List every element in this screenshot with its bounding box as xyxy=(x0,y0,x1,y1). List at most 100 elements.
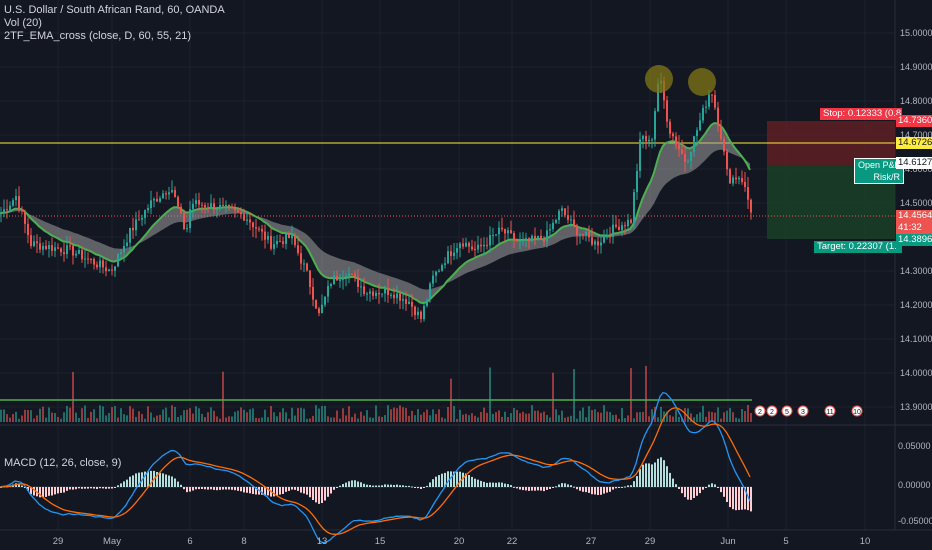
macd-histogram-bar xyxy=(309,487,311,498)
volume-bar xyxy=(267,417,269,422)
candle xyxy=(294,235,296,246)
candle xyxy=(210,203,212,208)
volume-bar xyxy=(237,410,239,422)
event-badge[interactable] xyxy=(754,405,766,417)
candle xyxy=(285,233,287,244)
macd-histogram-bar xyxy=(540,487,542,491)
macd-histogram-bar xyxy=(747,487,749,511)
candle xyxy=(726,151,728,170)
macd-histogram-bar xyxy=(174,478,176,487)
volume-bar xyxy=(159,414,161,422)
volume-bar xyxy=(51,412,53,422)
candle xyxy=(399,293,401,301)
symbol-title: U.S. Dollar / South African Rand, 60, OA… xyxy=(4,4,225,16)
candle xyxy=(393,294,395,299)
macd-histogram-bar xyxy=(492,482,494,487)
candle xyxy=(603,236,605,243)
event-badge[interactable] xyxy=(766,405,778,417)
macd-histogram-bar xyxy=(471,476,473,487)
volume-bar xyxy=(720,418,722,422)
volume-indicator-label[interactable]: Vol (20) xyxy=(4,17,42,29)
macd-histogram-bar xyxy=(570,485,572,487)
candle xyxy=(705,106,707,108)
macd-histogram-bar xyxy=(609,487,611,492)
volume-bar xyxy=(555,409,557,422)
candle xyxy=(681,149,683,155)
volume-bar xyxy=(612,415,614,422)
event-badge[interactable] xyxy=(851,405,863,417)
top-marker-circle[interactable] xyxy=(688,68,716,96)
volume-bar xyxy=(411,410,413,422)
candle xyxy=(552,222,554,230)
macd-histogram-bar xyxy=(360,482,362,487)
top-marker-circle[interactable] xyxy=(645,65,673,93)
volume-bar xyxy=(417,409,419,422)
open-pnl-text: Open P&L xyxy=(858,160,900,170)
macd-histogram-bar xyxy=(711,483,713,487)
stop-label[interactable]: Stop: 0.12333 (0.8 xyxy=(820,108,902,120)
macd-indicator-label[interactable]: MACD (12, 26, close, 9) xyxy=(4,457,122,469)
macd-histogram-bar xyxy=(729,487,731,508)
candle xyxy=(129,227,131,243)
event-badge[interactable] xyxy=(781,405,793,417)
macd-histogram-bar xyxy=(708,484,710,487)
candle xyxy=(450,251,452,256)
macd-histogram-bar xyxy=(435,476,437,487)
macd-histogram-bar xyxy=(615,487,617,489)
event-badge-count: 2 xyxy=(770,409,774,416)
macd-histogram-bar xyxy=(417,487,419,489)
macd-histogram-bar xyxy=(681,487,683,494)
volume-bar xyxy=(66,405,68,422)
candle xyxy=(264,231,266,240)
candle xyxy=(636,171,638,193)
macd-histogram-bar xyxy=(654,462,656,487)
volume-bar xyxy=(294,415,296,422)
macd-histogram-bar xyxy=(366,484,368,487)
macd-histogram-bar xyxy=(579,487,581,491)
candle xyxy=(750,199,752,213)
volume-bar xyxy=(45,417,47,422)
candle xyxy=(372,291,374,296)
candle xyxy=(141,217,143,220)
macd-histogram-bar xyxy=(84,487,86,489)
candle xyxy=(306,263,308,271)
candle xyxy=(744,181,746,187)
macd-histogram-bar xyxy=(357,481,359,487)
candle xyxy=(120,252,122,254)
macd-histogram-bar xyxy=(744,487,746,510)
macd-histogram-bar xyxy=(78,487,80,489)
volume-bar xyxy=(144,418,146,422)
macd-histogram-bar xyxy=(93,487,95,489)
volume-bar xyxy=(324,405,326,422)
candle xyxy=(39,243,41,250)
ema-cross-indicator-label[interactable]: 2TF_EMA_cross (close, D, 60, 55, 21) xyxy=(4,30,192,42)
volume-bar xyxy=(318,408,320,422)
candle xyxy=(426,299,428,306)
open-pnl-label[interactable]: Open P&L Risk/R xyxy=(854,158,904,184)
event-badge[interactable] xyxy=(797,405,809,417)
macd-histogram-bar xyxy=(192,487,194,491)
event-badge[interactable] xyxy=(824,405,836,417)
candle xyxy=(720,125,722,139)
volume-bar xyxy=(138,411,140,422)
macd-histogram-bar xyxy=(216,487,218,491)
price-pane[interactable] xyxy=(0,0,895,425)
volume-bar xyxy=(189,408,191,422)
macd-histogram-bar xyxy=(312,487,314,500)
volume-bar xyxy=(678,416,680,422)
macd-histogram-bar xyxy=(321,487,323,503)
time-axis-label: 29 xyxy=(53,536,64,547)
candle xyxy=(339,279,341,281)
macd-histogram-bar xyxy=(669,472,671,487)
target-label[interactable]: Target: 0.22307 (1. xyxy=(814,241,902,253)
candle xyxy=(201,204,203,206)
volume-bar xyxy=(177,417,179,422)
macd-histogram-bar xyxy=(120,483,122,487)
volume-bar xyxy=(582,407,584,422)
macd-histogram-bar xyxy=(273,487,275,497)
candle xyxy=(351,273,353,275)
candle xyxy=(528,238,530,242)
candle xyxy=(135,219,137,231)
candle xyxy=(609,236,611,238)
